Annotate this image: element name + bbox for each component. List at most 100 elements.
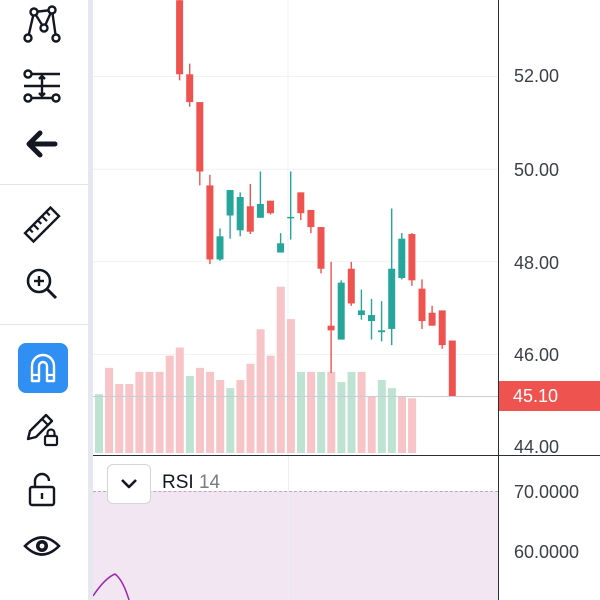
price-tick: 46.00	[514, 345, 560, 365]
current-price-label: 45.10	[499, 381, 600, 411]
volume-bar	[266, 355, 275, 453]
volume-bar	[125, 384, 134, 453]
volume-bar	[398, 396, 406, 453]
ruler-button[interactable]	[14, 202, 70, 250]
candle-body	[347, 268, 355, 304]
candle-body	[186, 74, 194, 103]
volume-bar	[206, 371, 215, 453]
back-button[interactable]	[14, 120, 70, 168]
volume-bar	[196, 367, 204, 453]
lock-drawings-button[interactable]	[14, 405, 70, 453]
volume-bar	[155, 371, 164, 453]
rsi-tick: 60.0000	[514, 542, 580, 562]
rsi-upper-line	[93, 491, 498, 492]
volume-bar	[367, 396, 376, 453]
ruler-icon	[23, 205, 61, 244]
volume-bar	[135, 371, 144, 453]
fib-tool-icon	[23, 69, 61, 103]
candle-body	[277, 243, 285, 253]
candle-body	[196, 102, 204, 172]
candle-body	[398, 238, 406, 279]
price-axis-line	[498, 0, 499, 600]
toolbar-divider	[0, 324, 88, 325]
candle-body	[378, 330, 386, 333]
volume-bar	[185, 375, 194, 453]
volume-bar	[226, 388, 235, 453]
candle-body	[297, 192, 305, 214]
rsi-collapse-button[interactable]	[107, 464, 151, 504]
rsi-pane[interactable]	[93, 456, 498, 600]
candle-body	[448, 340, 456, 397]
price-tick: 44.00	[514, 437, 560, 457]
volume-bar	[408, 398, 417, 453]
candle-body	[246, 206, 254, 232]
price-tick: 50.00	[514, 160, 560, 180]
chevron-down-icon	[121, 479, 137, 489]
volume-bar	[216, 379, 225, 453]
candle-body	[438, 310, 446, 346]
grid-line	[288, 456, 289, 600]
volume-bar	[337, 382, 346, 453]
volume-bar	[297, 371, 305, 453]
zoom-in-button[interactable]	[14, 260, 70, 308]
zoom-in-icon	[26, 268, 58, 300]
candle-body	[368, 315, 375, 322]
volume-bar	[95, 394, 103, 453]
rsi-legend[interactable]: RSI 14	[162, 472, 220, 494]
volume-bar	[307, 371, 316, 453]
candle-body	[236, 196, 244, 231]
unlock-icon	[28, 472, 56, 507]
candle-body	[226, 190, 234, 216]
volume-bar	[246, 363, 255, 453]
price-tick: 52.00	[514, 66, 560, 86]
candle-body	[206, 185, 214, 260]
candle-body	[317, 227, 325, 269]
candle-body	[337, 282, 345, 340]
candle-body	[267, 200, 274, 214]
volume-bar	[327, 371, 336, 453]
back-arrow-icon	[26, 130, 58, 158]
candle-body	[176, 0, 184, 75]
volume-bar	[175, 347, 184, 453]
pencil-lock-icon	[26, 413, 59, 447]
candle-body	[428, 312, 436, 326]
volume-bar	[387, 388, 396, 453]
volume-bar	[377, 379, 386, 453]
volume-bar	[357, 371, 366, 453]
pane-separator[interactable]	[93, 455, 600, 456]
rsi-period: 14	[198, 472, 221, 493]
candle-body	[357, 310, 365, 316]
price-tick: 48.00	[514, 253, 560, 273]
candle-body	[327, 325, 335, 331]
volume-bar	[276, 286, 285, 453]
volume-bar	[236, 379, 245, 453]
volume-bar	[145, 371, 154, 453]
candle-body	[388, 268, 396, 329]
volume-bar	[105, 367, 114, 453]
candlestick-chart	[93, 0, 498, 455]
candle-body	[287, 216, 295, 219]
rsi-band	[93, 491, 498, 600]
candle-body	[216, 236, 224, 260]
volume-bar	[286, 319, 295, 453]
rsi-line	[93, 573, 130, 600]
candle-body	[307, 209, 315, 228]
visibility-button[interactable]	[14, 522, 70, 570]
eye-icon	[23, 536, 61, 556]
pattern-tool-button[interactable]	[14, 0, 70, 48]
volume-bar	[317, 371, 326, 453]
rsi-tick: 70.0000	[514, 482, 580, 502]
volume-bar	[115, 384, 124, 453]
candle-body	[408, 234, 416, 281]
price-chart[interactable]	[93, 0, 498, 455]
unlock-button[interactable]	[14, 466, 70, 514]
magnet-icon	[30, 353, 56, 383]
magnet-button[interactable]	[18, 343, 68, 393]
volume-bar	[347, 371, 356, 453]
drawing-toolbar	[0, 0, 88, 600]
candle-body	[256, 203, 264, 218]
volume-bar	[165, 355, 174, 453]
fib-tool-button[interactable]	[14, 62, 70, 110]
current-price-line	[93, 396, 498, 397]
toolbar-divider	[0, 184, 88, 185]
